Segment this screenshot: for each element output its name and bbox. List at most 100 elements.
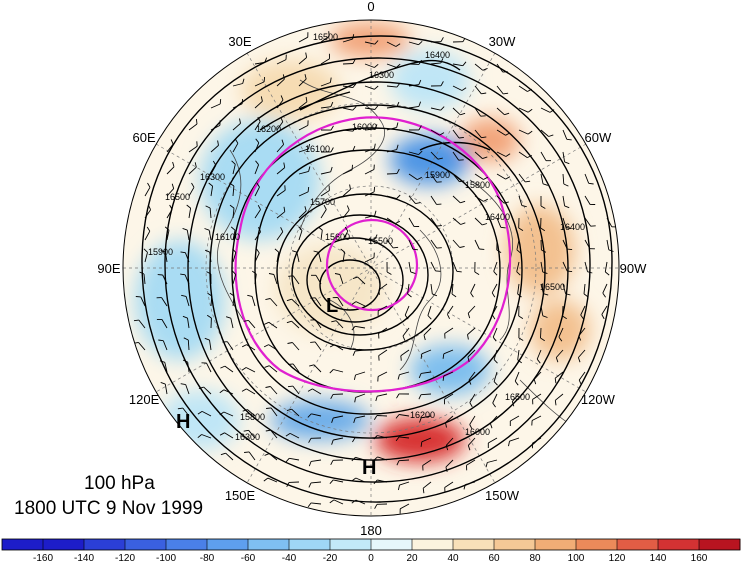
wind-barb bbox=[224, 365, 234, 373]
wind-barb bbox=[248, 430, 256, 439]
wind-barb-flag bbox=[268, 273, 274, 275]
wind-barb bbox=[583, 283, 586, 294]
wind-barb-flag bbox=[378, 289, 380, 295]
wind-barb bbox=[276, 121, 284, 131]
wind-barb-flag bbox=[491, 314, 496, 320]
longitude-label: 0 bbox=[367, 0, 374, 14]
wind-barb bbox=[270, 407, 278, 417]
wind-barb bbox=[377, 435, 388, 439]
contour-label: 16300 bbox=[235, 432, 260, 442]
wind-barb bbox=[540, 107, 551, 113]
wind-barb bbox=[492, 327, 498, 338]
wind-barb bbox=[320, 106, 331, 109]
wind-barb-flag bbox=[485, 462, 488, 468]
wind-barb bbox=[427, 305, 432, 316]
wind-barb bbox=[355, 371, 366, 376]
wind-barb-flag bbox=[467, 356, 470, 363]
wind-barb-flag bbox=[373, 456, 378, 461]
wind-barb bbox=[430, 173, 438, 183]
wind-barb-flag bbox=[283, 206, 286, 212]
wind-barb-flag bbox=[493, 271, 498, 276]
wind-barb-flag bbox=[558, 336, 563, 342]
wind-barb-flag bbox=[396, 460, 400, 466]
contour-label: 16100 bbox=[215, 232, 240, 242]
wind-barb bbox=[562, 283, 567, 294]
height-contours bbox=[141, 35, 613, 503]
wind-barb-flag bbox=[219, 389, 225, 394]
wind-barb-flag bbox=[274, 248, 279, 253]
wind-barb bbox=[531, 415, 542, 421]
wind-barb bbox=[357, 276, 366, 285]
wind-barb-flag bbox=[527, 108, 533, 113]
wind-barb bbox=[491, 283, 498, 294]
wind-barb bbox=[289, 457, 300, 461]
wind-barb-flag bbox=[147, 182, 151, 188]
wind-barb bbox=[276, 144, 284, 153]
wind-barb-flag bbox=[518, 337, 524, 341]
wind-barb-flag bbox=[307, 186, 310, 192]
wind-barb-flag bbox=[133, 319, 139, 322]
colorbar-swatch bbox=[166, 539, 208, 550]
wind-barb bbox=[509, 437, 520, 442]
wind-barb-flag bbox=[395, 414, 400, 419]
wind-barb bbox=[355, 415, 366, 419]
wind-barb-flag bbox=[396, 122, 399, 128]
longitude-label: 120E bbox=[129, 392, 160, 407]
wind-barb bbox=[342, 189, 351, 197]
wind-barb-flag bbox=[304, 74, 307, 80]
wind-barb bbox=[558, 327, 564, 338]
wind-barb-flag bbox=[160, 381, 166, 385]
wind-barb-flag bbox=[334, 273, 340, 275]
wind-barb-flag bbox=[393, 246, 399, 249]
wind-barb bbox=[518, 151, 528, 158]
wind-barb bbox=[408, 41, 419, 46]
wind-barb bbox=[430, 107, 441, 111]
colorbar-swatch bbox=[617, 539, 659, 550]
contour-label: 15700 bbox=[310, 197, 335, 207]
wind-barb-flag bbox=[533, 379, 537, 385]
wind-barb-flag bbox=[191, 182, 195, 188]
wind-barb bbox=[232, 103, 243, 109]
wind-barb bbox=[232, 252, 237, 263]
wind-barb-flag bbox=[329, 369, 334, 374]
jet-line bbox=[234, 116, 512, 393]
wind-barb bbox=[562, 151, 566, 162]
wind-barb bbox=[210, 103, 221, 109]
colorbar-tick-label: 80 bbox=[529, 553, 541, 561]
wind-barb bbox=[342, 150, 353, 153]
wind-barb-flag bbox=[491, 292, 496, 298]
wind-barb-flag bbox=[601, 314, 605, 320]
wind-barb-flag bbox=[292, 250, 298, 253]
wind-barb bbox=[399, 481, 410, 486]
wind-barb bbox=[555, 349, 564, 358]
wind-barb bbox=[386, 195, 397, 199]
wind-barb bbox=[166, 209, 173, 219]
contour-label: 16100 bbox=[305, 144, 330, 154]
wind-barb-flag bbox=[554, 400, 557, 406]
wind-barb bbox=[201, 434, 212, 439]
wind-barb bbox=[518, 85, 528, 92]
wind-barb-flag bbox=[313, 250, 319, 253]
wind-barb-flag bbox=[418, 125, 422, 131]
colorbar-tick-label: -40 bbox=[282, 553, 297, 561]
wind-barb-flag bbox=[511, 401, 515, 407]
wind-barb-flag bbox=[440, 37, 444, 42]
wind-barb bbox=[408, 105, 419, 109]
wind-barb bbox=[246, 344, 256, 351]
wind-barb-flag bbox=[543, 293, 549, 296]
wind-barb bbox=[270, 429, 278, 439]
wind-barb bbox=[314, 341, 322, 351]
wind-barb-flag bbox=[182, 359, 188, 363]
colorbar-tick-label: -20 bbox=[323, 553, 338, 561]
wind-barb-flag bbox=[608, 249, 614, 252]
wind-barb bbox=[469, 393, 476, 403]
wind-barb bbox=[451, 283, 454, 295]
wind-barb bbox=[164, 362, 168, 373]
wind-barb bbox=[209, 252, 212, 263]
longitude-label: 30E bbox=[228, 34, 251, 49]
high-center-label: H bbox=[362, 457, 376, 479]
wind-barb bbox=[430, 129, 440, 136]
wind-barb-flag bbox=[330, 166, 333, 172]
wind-barb-flag bbox=[437, 157, 443, 160]
wind-barb-flag bbox=[280, 227, 284, 232]
